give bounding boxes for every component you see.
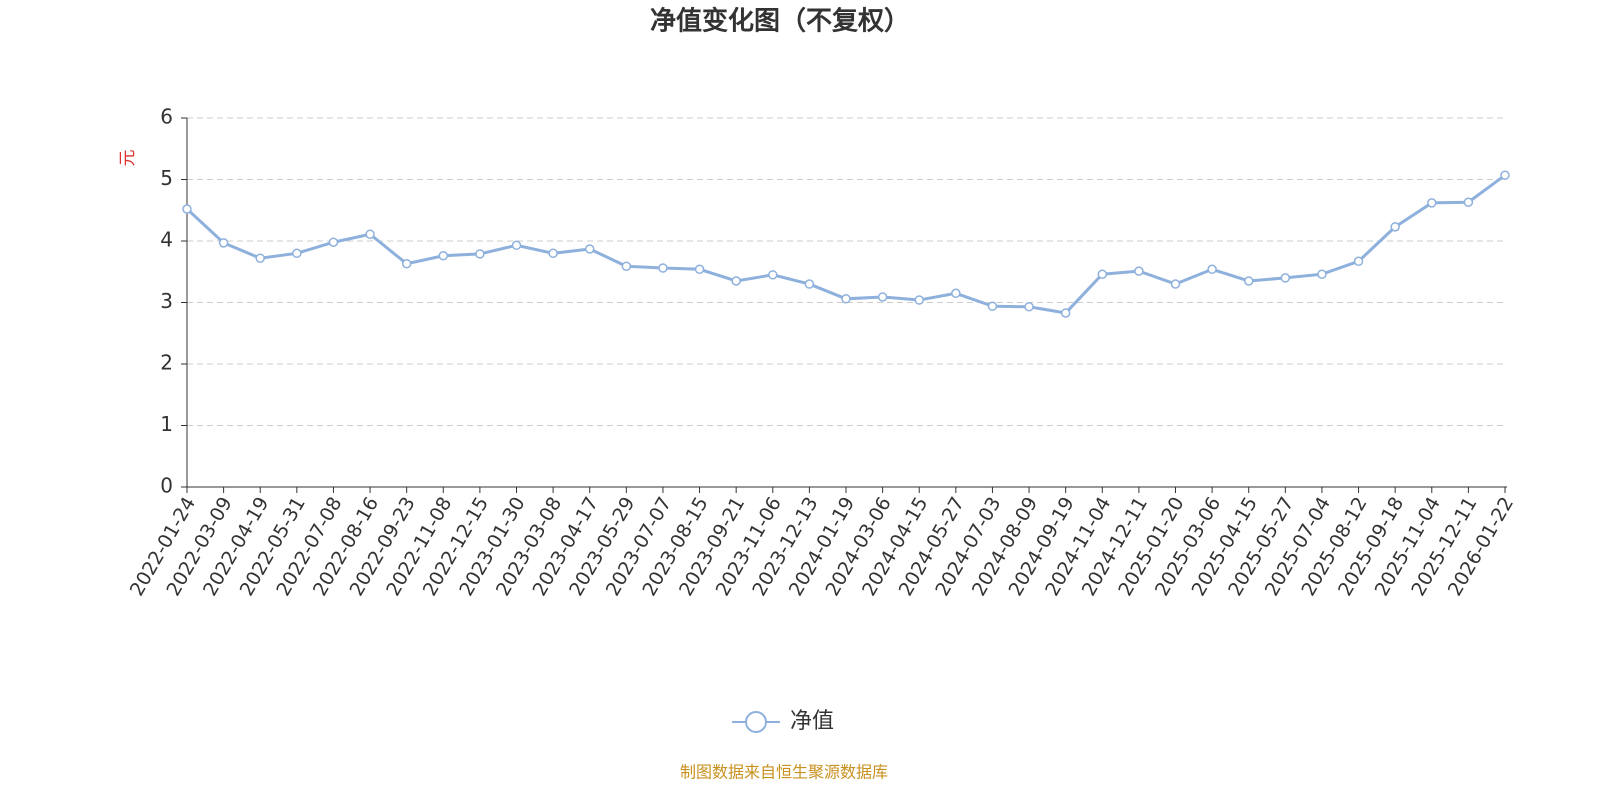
series-marker xyxy=(475,249,485,259)
series-marker xyxy=(1243,276,1254,286)
series-marker xyxy=(768,270,778,280)
series-line xyxy=(185,173,1506,315)
series-marker xyxy=(1060,308,1071,318)
y-axis-label: 元 xyxy=(118,150,138,167)
series-marker xyxy=(621,261,632,271)
y-tick-label: 0 xyxy=(160,474,173,498)
series-marker xyxy=(1317,269,1327,279)
series-marker xyxy=(511,240,522,251)
series-marker xyxy=(1427,198,1437,208)
series-marker xyxy=(1463,197,1474,208)
series-marker xyxy=(218,238,229,248)
series-marker xyxy=(1097,269,1108,279)
series-marker xyxy=(328,237,339,247)
series-marker xyxy=(1390,222,1400,232)
series-marker xyxy=(804,279,815,289)
series-marker xyxy=(951,288,961,299)
series-marker xyxy=(1500,170,1510,180)
chart-title: 净值变化图（不复权） xyxy=(650,6,910,37)
series-marker xyxy=(914,295,924,305)
series-marker xyxy=(987,301,998,311)
series-marker xyxy=(401,259,412,269)
y-tick-label: 6 xyxy=(160,105,173,129)
series-marker xyxy=(292,248,302,259)
series-marker xyxy=(1134,266,1144,276)
y-tick-label: 1 xyxy=(160,412,173,436)
series-marker xyxy=(1024,302,1034,312)
series-marker xyxy=(731,276,741,286)
series-marker xyxy=(877,292,888,302)
legend-marker xyxy=(745,711,767,733)
series-marker xyxy=(694,264,705,275)
series-marker xyxy=(182,204,192,214)
series-marker xyxy=(1353,256,1364,267)
series-marker xyxy=(841,294,851,304)
series-marker xyxy=(584,244,595,254)
y-tick-label: 2 xyxy=(160,351,173,375)
y-tick-label: 4 xyxy=(160,228,173,252)
series-marker xyxy=(1170,279,1181,289)
series-marker xyxy=(365,229,375,239)
series-marker xyxy=(658,263,668,273)
series-marker xyxy=(548,248,558,259)
source-note: 制图数据来自恒生聚源数据库 xyxy=(680,763,888,782)
series-marker xyxy=(438,251,449,261)
series-marker xyxy=(255,253,265,263)
y-tick-label: 5 xyxy=(160,166,173,190)
series-marker xyxy=(1280,273,1291,283)
series-marker xyxy=(1207,264,1217,275)
y-tick-label: 3 xyxy=(160,289,173,313)
legend-label: 净值 xyxy=(790,709,834,734)
